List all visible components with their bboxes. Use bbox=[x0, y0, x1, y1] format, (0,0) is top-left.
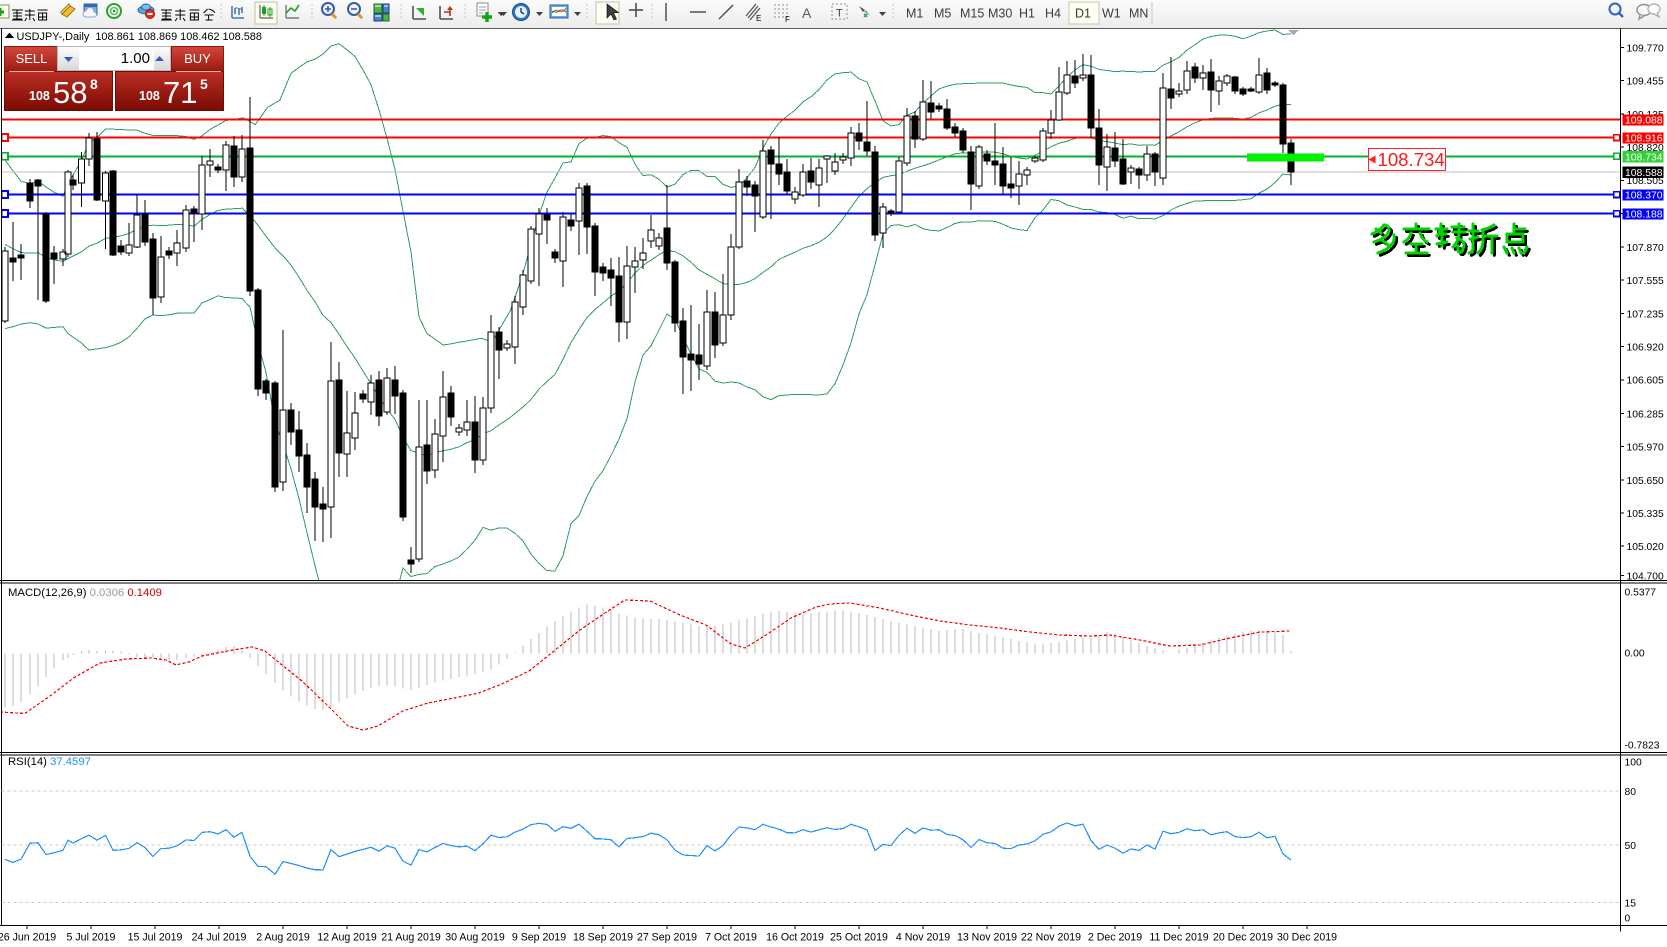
svg-text:30 Dec 2019: 30 Dec 2019 bbox=[1277, 932, 1337, 944]
svg-text:15: 15 bbox=[1625, 898, 1637, 909]
svg-text:105.650: 105.650 bbox=[1627, 476, 1664, 487]
svg-text:26 Jun 2019: 26 Jun 2019 bbox=[0, 932, 56, 944]
svg-text:108.188: 108.188 bbox=[1625, 210, 1663, 221]
svg-text:107.555: 107.555 bbox=[1627, 276, 1664, 287]
svg-text:MACD(12,26,9) 0.0306 0.1409: MACD(12,26,9) 0.0306 0.1409 bbox=[8, 587, 162, 599]
svg-text:24 Jul 2019: 24 Jul 2019 bbox=[192, 932, 247, 944]
svg-text:109.088: 109.088 bbox=[1625, 116, 1663, 127]
svg-text:50: 50 bbox=[1625, 841, 1637, 852]
svg-text:20 Dec 2019: 20 Dec 2019 bbox=[1213, 932, 1273, 944]
svg-text:105.970: 105.970 bbox=[1627, 442, 1664, 453]
svg-text:E: E bbox=[756, 14, 761, 23]
svg-text:M5: M5 bbox=[934, 7, 951, 21]
svg-text:D1: D1 bbox=[1075, 7, 1091, 21]
svg-text:108.734: 108.734 bbox=[1378, 149, 1445, 170]
svg-text:USDJPY-,Daily 108.861 108.869: USDJPY-,Daily 108.861 108.869 108.462 10… bbox=[17, 31, 262, 43]
svg-text:80: 80 bbox=[1625, 787, 1637, 798]
svg-text:12 Aug 2019: 12 Aug 2019 bbox=[317, 932, 377, 944]
svg-text:27 Sep 2019: 27 Sep 2019 bbox=[637, 932, 697, 944]
svg-text:0.5377: 0.5377 bbox=[1625, 587, 1657, 598]
svg-text:104.700: 104.700 bbox=[1627, 571, 1664, 582]
svg-text:11 Dec 2019: 11 Dec 2019 bbox=[1149, 932, 1208, 944]
svg-text:H4: H4 bbox=[1045, 7, 1061, 21]
svg-text:RSI(14) 37.4597: RSI(14) 37.4597 bbox=[8, 756, 91, 768]
svg-text:106.605: 106.605 bbox=[1627, 376, 1664, 387]
svg-text:108.588: 108.588 bbox=[1625, 168, 1663, 179]
svg-text:5 Jul 2019: 5 Jul 2019 bbox=[67, 932, 116, 944]
svg-text:M15: M15 bbox=[960, 7, 984, 21]
svg-text:MN: MN bbox=[1129, 7, 1148, 21]
svg-text:W1: W1 bbox=[1102, 7, 1121, 21]
svg-text:109.455: 109.455 bbox=[1627, 77, 1664, 88]
svg-text:105.020: 105.020 bbox=[1627, 542, 1664, 553]
svg-text:108.820: 108.820 bbox=[1627, 143, 1664, 154]
svg-text:18 Sep 2019: 18 Sep 2019 bbox=[573, 932, 633, 944]
svg-text:13 Nov 2019: 13 Nov 2019 bbox=[957, 932, 1017, 944]
svg-text:H1: H1 bbox=[1019, 7, 1035, 21]
svg-text:21 Aug 2019: 21 Aug 2019 bbox=[381, 932, 441, 944]
svg-text:-0.7823: -0.7823 bbox=[1625, 740, 1660, 751]
svg-text:M30: M30 bbox=[988, 7, 1012, 21]
svg-text:2 Aug 2019: 2 Aug 2019 bbox=[256, 932, 310, 944]
svg-text:4 Nov 2019: 4 Nov 2019 bbox=[896, 932, 950, 944]
svg-text:100: 100 bbox=[1625, 757, 1642, 768]
svg-text:9 Sep 2019: 9 Sep 2019 bbox=[512, 932, 566, 944]
svg-text:108.370: 108.370 bbox=[1625, 191, 1663, 202]
svg-text:T: T bbox=[836, 8, 843, 20]
svg-text:105.335: 105.335 bbox=[1627, 509, 1664, 520]
svg-text:0: 0 bbox=[1625, 913, 1631, 924]
svg-text:106.285: 106.285 bbox=[1627, 409, 1664, 420]
svg-text:107.870: 107.870 bbox=[1627, 243, 1664, 254]
svg-text:109.770: 109.770 bbox=[1627, 43, 1664, 54]
svg-text:108.505: 108.505 bbox=[1627, 176, 1664, 187]
svg-text:A: A bbox=[802, 5, 812, 21]
svg-text:0.00: 0.00 bbox=[1625, 648, 1645, 659]
svg-text:7 Oct 2019: 7 Oct 2019 bbox=[705, 932, 757, 944]
svg-text:15 Jul 2019: 15 Jul 2019 bbox=[128, 932, 183, 944]
svg-text:106.920: 106.920 bbox=[1627, 343, 1664, 354]
svg-text:30 Aug 2019: 30 Aug 2019 bbox=[445, 932, 505, 944]
svg-text:25 Oct 2019: 25 Oct 2019 bbox=[830, 932, 888, 944]
svg-text:16 Oct 2019: 16 Oct 2019 bbox=[766, 932, 824, 944]
svg-text:107.235: 107.235 bbox=[1627, 310, 1664, 321]
svg-text:2 Dec 2019: 2 Dec 2019 bbox=[1088, 932, 1142, 944]
svg-text:108.734: 108.734 bbox=[1625, 153, 1663, 164]
svg-text:M1: M1 bbox=[906, 7, 923, 21]
svg-text:F: F bbox=[785, 15, 790, 24]
svg-text:22 Nov 2019: 22 Nov 2019 bbox=[1021, 932, 1081, 944]
svg-text:108.916: 108.916 bbox=[1625, 134, 1663, 145]
